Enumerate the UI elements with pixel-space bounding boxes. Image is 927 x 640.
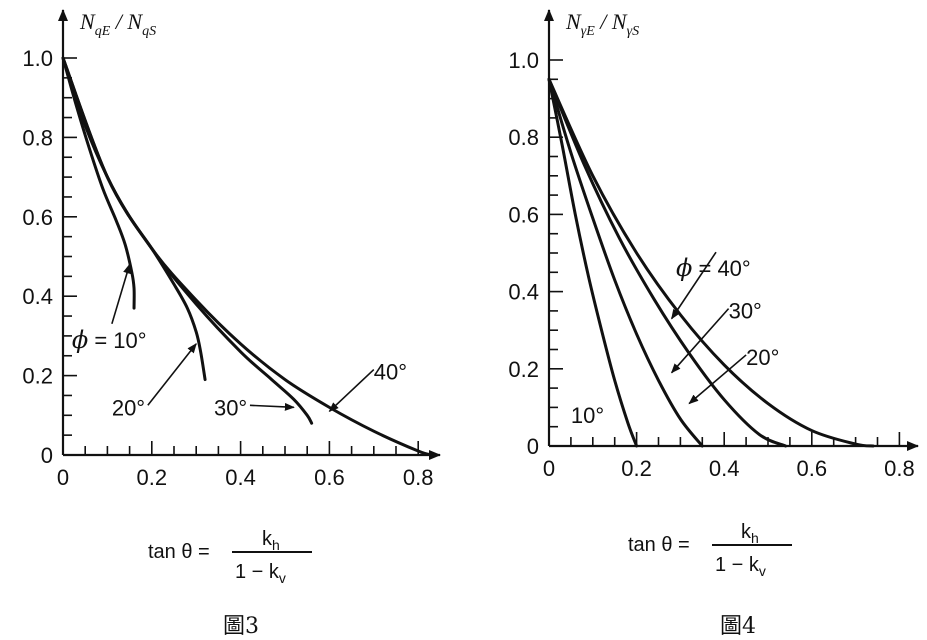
curve-label: ϕ = 10° bbox=[72, 326, 147, 354]
y-axis-title: NqE / NqS bbox=[79, 9, 156, 39]
x-tick-label: 0.6 bbox=[797, 456, 828, 481]
y-tick-label: 0.4 bbox=[22, 284, 53, 309]
annotation-arrow bbox=[328, 368, 375, 413]
y-tick-label: 0 bbox=[527, 434, 539, 459]
svg-text:NγE / NγS: NγE / NγS bbox=[565, 9, 639, 39]
curve-label: ϕ = 40° bbox=[676, 254, 751, 282]
annotation-arrow bbox=[688, 354, 747, 405]
svg-text:1 − kv: 1 − kv bbox=[715, 554, 766, 579]
curve-label: 30° bbox=[214, 395, 247, 420]
svg-text:NqE / NqS: NqE / NqS bbox=[79, 9, 156, 39]
x-tick-label: 0.4 bbox=[709, 456, 740, 481]
curve-label: 30° bbox=[729, 299, 762, 324]
figure-caption: 圖3 bbox=[223, 614, 259, 639]
curve-label: 20° bbox=[746, 345, 779, 370]
annotation-arrow bbox=[670, 308, 730, 374]
chart-4: NγE / NγS tan θ = kh 1 − kv 圖4 0 0.2 0.4 0.… bbox=[508, 9, 919, 639]
annotation-arrow bbox=[249, 402, 295, 411]
svg-text:kh: kh bbox=[741, 521, 759, 546]
curve-series-4 bbox=[61, 56, 434, 457]
annotation-arrow bbox=[147, 343, 197, 406]
svg-text:1 − kv: 1 − kv bbox=[235, 561, 286, 586]
annotation-arrow bbox=[670, 251, 717, 320]
y-tick-label: 0.4 bbox=[508, 280, 539, 305]
y-tick-label: 0.2 bbox=[508, 357, 539, 382]
curve-series-4 bbox=[547, 77, 875, 448]
curve-label: 20° bbox=[112, 395, 145, 420]
figure-caption: 圖4 bbox=[720, 614, 756, 639]
y-tick-label: 0.8 bbox=[22, 125, 53, 150]
y-tick-label: 1.0 bbox=[22, 46, 53, 71]
svg-text:tan θ =: tan θ = bbox=[628, 534, 690, 556]
svg-text:kh: kh bbox=[262, 528, 280, 553]
y-axis-title: NγE / NγS bbox=[565, 9, 639, 39]
x-tick-label: 0 bbox=[57, 465, 69, 490]
curve-series-3 bbox=[61, 56, 314, 425]
y-tick-label: 0 bbox=[41, 443, 53, 468]
svg-text:tan θ =: tan θ = bbox=[148, 541, 210, 563]
y-tick-label: 1.0 bbox=[508, 48, 539, 73]
x-tick-label: 0 bbox=[543, 456, 555, 481]
curve-series-2 bbox=[547, 77, 704, 448]
chart-3: NqE / NqS tan θ = kh 1 − kv 圖3 0 0.2 0.4 0.… bbox=[22, 9, 441, 639]
x-tick-label: 0.4 bbox=[225, 465, 256, 490]
x-axis-formula: tan θ = kh 1 − kv bbox=[148, 528, 312, 586]
y-tick-label: 0.2 bbox=[22, 364, 53, 389]
x-tick-label: 0.8 bbox=[884, 456, 915, 481]
axes bbox=[544, 9, 919, 451]
annotation-arrow bbox=[111, 263, 131, 325]
curve-series-1 bbox=[547, 77, 639, 448]
x-axis-formula: tan θ = kh 1 − kv bbox=[628, 521, 792, 579]
x-tick-label: 0.6 bbox=[314, 465, 345, 490]
curve-label: 10° bbox=[571, 403, 604, 428]
curve-label: 40° bbox=[374, 360, 407, 385]
y-tick-label: 0.6 bbox=[508, 202, 539, 227]
y-tick-label: 0.8 bbox=[508, 125, 539, 150]
x-tick-label: 0.2 bbox=[137, 465, 168, 490]
curve-series-1 bbox=[61, 56, 136, 310]
x-tick-label: 0.2 bbox=[621, 456, 652, 481]
x-tick-label: 0.8 bbox=[403, 465, 434, 490]
curve-series-3 bbox=[547, 77, 788, 448]
y-tick-label: 0.6 bbox=[22, 205, 53, 230]
